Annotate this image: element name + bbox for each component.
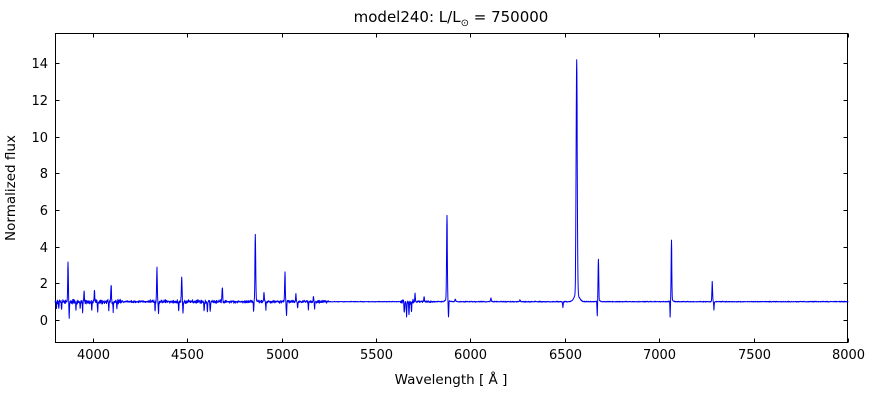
tick-label: 8 [40,167,48,182]
y-axis-ticks: 0 2 4 6 8 10 12 14 [31,57,848,329]
plot-title-prefix: model240: L/L [354,8,462,26]
x-axis-label: Wavelength [ Å ] [395,371,508,388]
tick-label: 5000 [266,348,299,363]
y-axis-label: Normalized flux [3,135,19,241]
plot-title-suffix: = 750000 [469,8,548,26]
tick-label: 12 [31,94,48,109]
tick-label: 4000 [77,348,110,363]
tick-label: 7000 [643,348,676,363]
tick-label: 14 [31,57,48,72]
plot-border [55,33,848,343]
tick-label: 8000 [832,348,865,363]
tick-label: 5500 [360,348,393,363]
solar-symbol: ⊙ [461,18,469,29]
tick-label: 0 [40,314,48,329]
tick-label: 2 [40,277,48,292]
tick-label: 6000 [454,348,487,363]
tick-label: 6500 [549,348,582,363]
tick-label: 7500 [738,348,771,363]
x-axis-ticks: 4000 4500 5000 5500 6000 6500 7000 7500 8000 [77,33,865,363]
plot-title: model240: L/L⊙ = 750000 [354,8,549,29]
spectrum-line [54,59,849,319]
tick-label: 10 [31,131,48,146]
tick-label: 6 [40,204,48,219]
tick-label: 4500 [171,348,204,363]
tick-label: 4 [40,241,48,256]
